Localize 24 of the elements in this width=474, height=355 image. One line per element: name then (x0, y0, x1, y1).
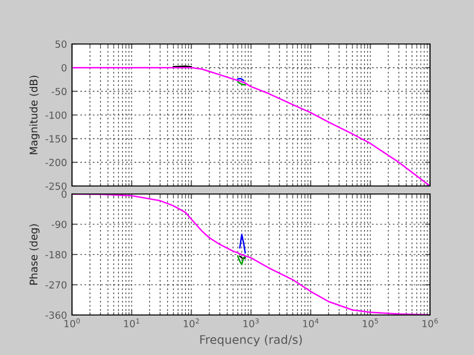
y-tick-label: -50 (52, 88, 66, 96)
y-axis-title: Phase (deg) (29, 224, 40, 285)
y-tick-label: -150 (46, 135, 66, 142)
x-tick-label: 10$^{1}$ (124, 318, 140, 328)
y-axis-title: Magnitude (dB) (29, 76, 40, 154)
y-tick-label: -250 (46, 182, 66, 190)
y-tick-label: -360 (46, 311, 66, 319)
x-tick-label: 10$^{4}$ (303, 318, 319, 328)
y-tick-label: -180 (46, 250, 66, 258)
y-tick-label: -270 (46, 281, 66, 289)
x-tick-label: 10$^{5}$ (362, 318, 378, 328)
x-axis-title: Frequency (rad/s) (200, 334, 302, 346)
y-tick-label: 0 (62, 190, 66, 198)
line-series (239, 234, 246, 254)
x-tick-label: 10$^{0}$ (64, 318, 80, 328)
y-tick-label: -100 (46, 111, 66, 119)
x-tick-label: 10$^{3}$ (244, 318, 259, 328)
y-tick-label: -200 (46, 158, 66, 166)
x-tick-label: 10$^{2}$ (184, 318, 199, 328)
line-series (237, 255, 246, 266)
y-tick-label: 50 (56, 40, 66, 48)
x-tick-label: 10$^{6}$ (422, 318, 438, 328)
y-tick-label: -90 (52, 220, 66, 228)
y-tick-label: 0 (62, 64, 66, 72)
